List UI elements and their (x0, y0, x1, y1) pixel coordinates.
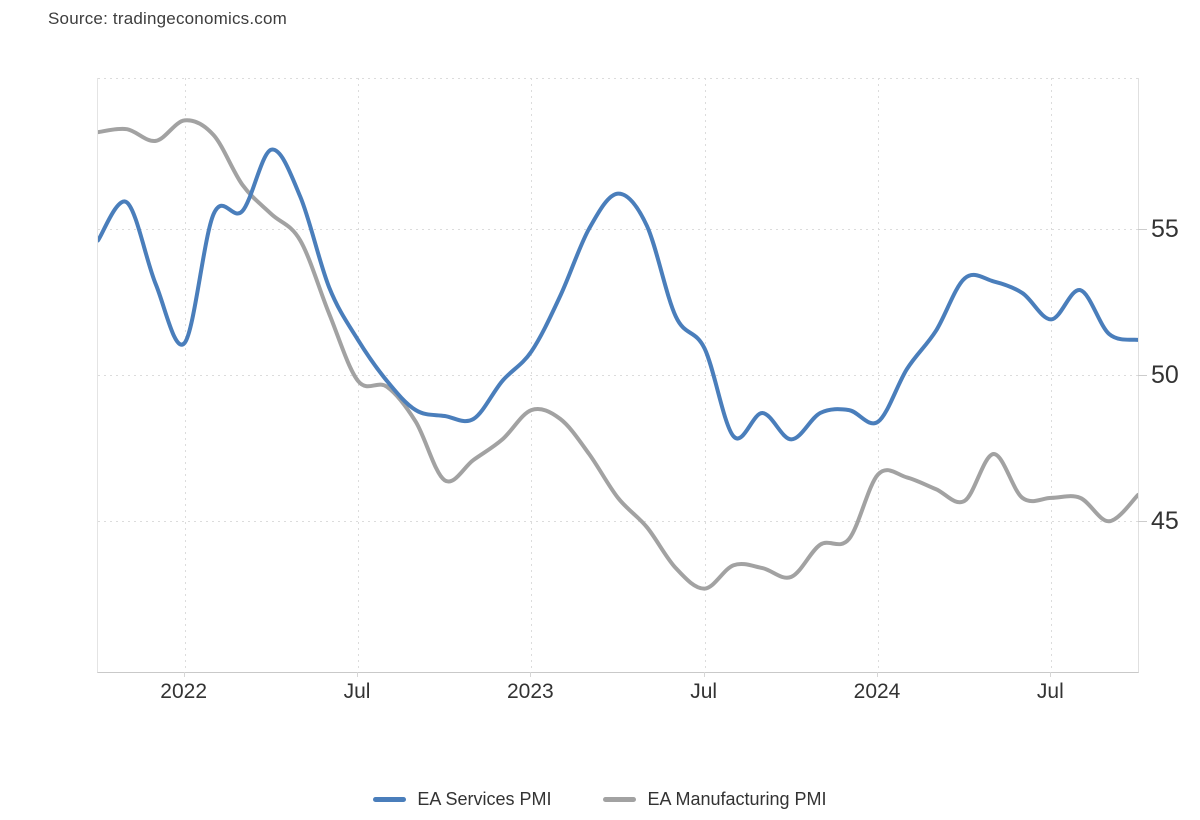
legend-item-manufacturing[interactable]: EA Manufacturing PMI (603, 789, 827, 810)
y-tick-label: 45 (1138, 507, 1179, 536)
plot-area[interactable] (97, 78, 1139, 673)
y-tick-label: 50 (1138, 361, 1179, 389)
services-line-swatch (373, 797, 407, 802)
legend-label-manufacturing: EA Manufacturing PMI (647, 789, 827, 809)
x-tick-label: 2024 (817, 672, 937, 704)
x-tick-label: 2023 (470, 672, 590, 704)
manufacturing-line-swatch (603, 797, 637, 802)
x-tick-label: Jul (644, 672, 764, 704)
legend-label-services: EA Services PMI (417, 789, 552, 809)
chart-canvas[interactable] (98, 78, 1138, 672)
x-tick-label: Jul (990, 672, 1110, 704)
x-tick-label: Jul (297, 672, 417, 704)
y-tick-label: 55 (1138, 214, 1179, 243)
legend-item-services[interactable]: EA Services PMI (373, 789, 551, 810)
source-label: Source: tradingeconomics.com (48, 9, 287, 28)
series-line-manufacturing[interactable] (98, 118, 1138, 591)
series-line-services[interactable] (98, 147, 1138, 442)
legend: EA Services PMI EA Manufacturing PMI (0, 789, 1200, 810)
x-tick-label: 2022 (124, 672, 244, 704)
